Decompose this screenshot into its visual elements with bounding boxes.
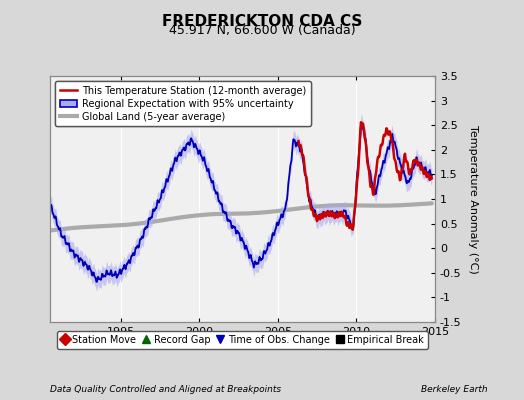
Y-axis label: Temperature Anomaly (°C): Temperature Anomaly (°C) [468, 125, 478, 273]
Text: FREDERICKTON CDA CS: FREDERICKTON CDA CS [162, 14, 362, 29]
Legend: Station Move, Record Gap, Time of Obs. Change, Empirical Break: Station Move, Record Gap, Time of Obs. C… [57, 331, 428, 349]
Text: 45.917 N, 66.600 W (Canada): 45.917 N, 66.600 W (Canada) [169, 24, 355, 37]
Text: Berkeley Earth: Berkeley Earth [421, 385, 487, 394]
Text: Data Quality Controlled and Aligned at Breakpoints: Data Quality Controlled and Aligned at B… [50, 385, 281, 394]
Legend: This Temperature Station (12-month average), Regional Expectation with 95% uncer: This Temperature Station (12-month avera… [54, 81, 311, 126]
